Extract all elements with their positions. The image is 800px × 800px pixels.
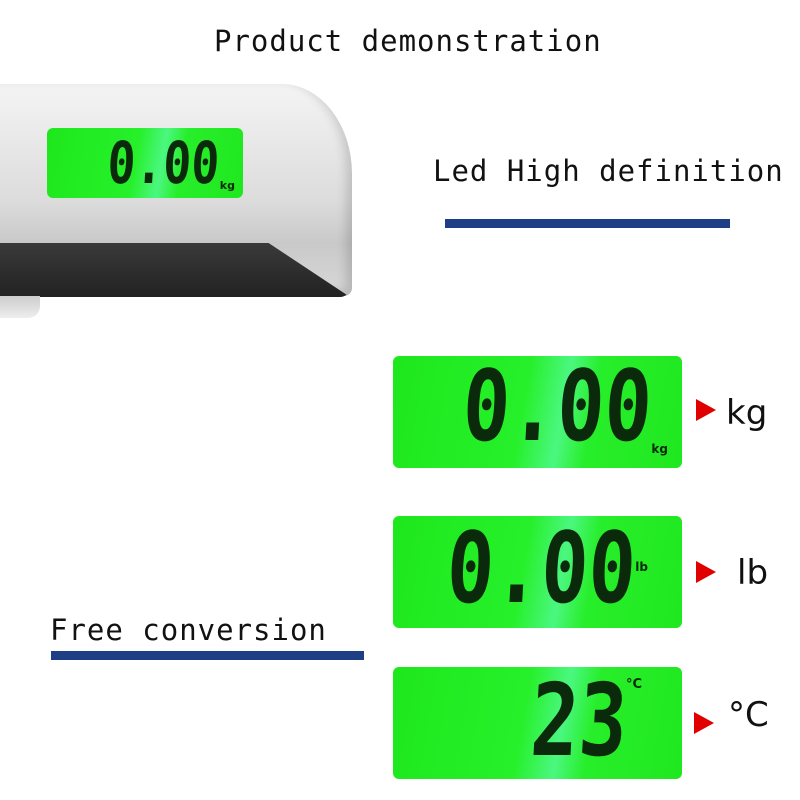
scale-lcd-value: 0.00 xyxy=(105,129,222,197)
feature-conversion-underline xyxy=(51,651,364,660)
lcd-value: 0.00 xyxy=(444,512,640,626)
lcd-value: 0.00 xyxy=(460,350,656,464)
lcd-display-celsius: 23 °C xyxy=(393,662,682,779)
arrow-right-icon xyxy=(694,712,714,734)
unit-label-lb: lb xyxy=(737,553,769,593)
lcd-unit: °C xyxy=(625,677,642,692)
unit-label-celsius: °C xyxy=(728,695,769,735)
scale-lcd: 0.00 kg xyxy=(47,128,243,198)
page-title: Product demonstration xyxy=(214,24,602,58)
lcd-value: 23 xyxy=(527,662,631,779)
feature-led-underline xyxy=(445,219,730,228)
arrow-right-icon xyxy=(696,561,716,583)
feature-led-heading: Led High definition xyxy=(433,154,784,188)
scale-lcd-unit: kg xyxy=(219,179,235,192)
unit-label-kg: kg xyxy=(726,393,768,433)
feature-conversion-heading: Free conversion xyxy=(50,613,327,647)
lcd-display-kg: 0.00 kg xyxy=(393,350,682,468)
lcd-display-lb: 0.00 lb xyxy=(393,512,682,628)
arrow-right-icon xyxy=(696,399,716,421)
lcd-unit: kg xyxy=(651,442,668,456)
scale-hook xyxy=(0,296,40,318)
lcd-unit: lb xyxy=(635,560,648,574)
